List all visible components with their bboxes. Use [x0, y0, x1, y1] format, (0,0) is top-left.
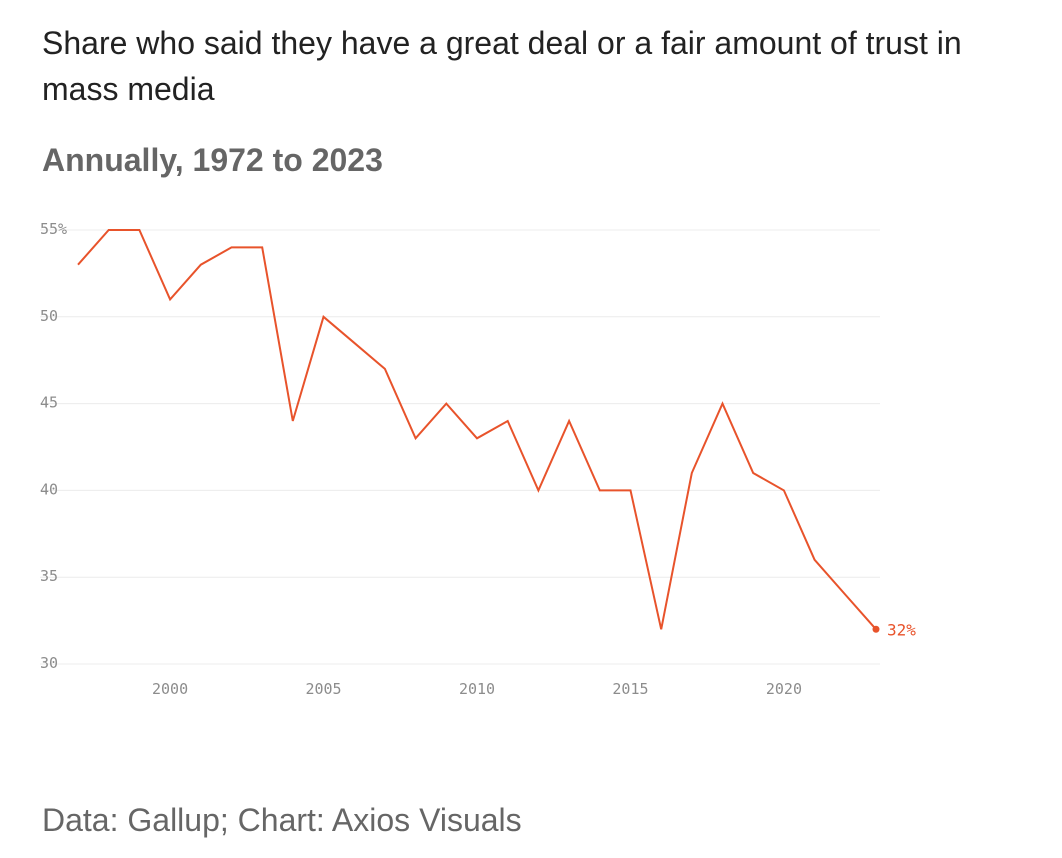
y-axis-tick-labels: 30 35 40 45 50 55% [40, 220, 67, 672]
source-note: Data: Gallup; Chart: Axios Visuals [42, 802, 522, 838]
end-point-marker [872, 625, 880, 633]
y-tick-label-35: 35 [40, 567, 58, 585]
end-annotation: 32% [872, 620, 916, 639]
end-value-label: 32% [887, 620, 916, 639]
y-tick-label-55: 55% [40, 220, 67, 238]
y-tick-label-40: 40 [40, 480, 58, 498]
y-tick-label-30: 30 [40, 654, 58, 672]
x-tick-label-2005: 2005 [305, 680, 341, 698]
series-trust-in-media [77, 229, 877, 630]
x-tick-label-2015: 2015 [612, 680, 648, 698]
chart-title: Share who said they have a great deal or… [42, 25, 962, 107]
x-axis-tick-labels: 2000 2005 2010 2015 2020 [152, 680, 802, 698]
y-tick-label-45: 45 [40, 394, 58, 412]
x-tick-label-2000: 2000 [152, 680, 188, 698]
x-tick-label-2010: 2010 [459, 680, 495, 698]
x-tick-label-2020: 2020 [766, 680, 802, 698]
series-line [77, 229, 877, 630]
gridlines [40, 229, 880, 665]
y-tick-label-50: 50 [40, 307, 58, 325]
chart-subtitle: Annually, 1972 to 2023 [42, 142, 383, 178]
